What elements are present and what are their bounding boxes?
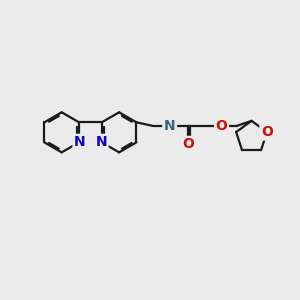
Text: H: H <box>166 118 175 128</box>
Text: N: N <box>164 119 176 133</box>
Text: O: O <box>182 137 194 152</box>
Text: N: N <box>95 135 107 149</box>
Text: O: O <box>261 125 273 139</box>
Text: N: N <box>74 135 86 149</box>
Text: O: O <box>216 119 227 133</box>
